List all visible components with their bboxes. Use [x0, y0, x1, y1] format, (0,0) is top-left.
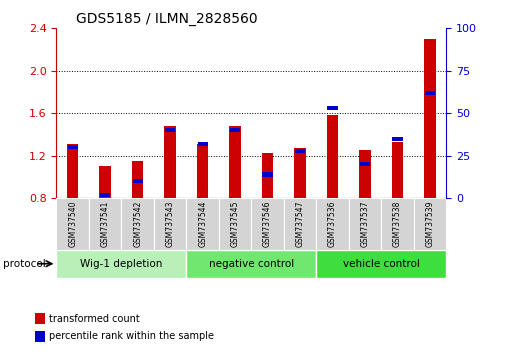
- Bar: [294, 148, 306, 198]
- Text: GSM737536: GSM737536: [328, 201, 337, 247]
- Bar: [229, 126, 241, 198]
- Bar: [424, 39, 436, 198]
- Bar: [284, 198, 317, 250]
- Bar: [414, 198, 446, 250]
- Text: Wig-1 depletion: Wig-1 depletion: [80, 259, 163, 269]
- Bar: [122, 198, 154, 250]
- Bar: [154, 198, 186, 250]
- Bar: [392, 137, 403, 141]
- Text: GSM737544: GSM737544: [198, 201, 207, 247]
- Text: GSM737546: GSM737546: [263, 201, 272, 247]
- Bar: [349, 198, 381, 250]
- Bar: [68, 145, 78, 149]
- Bar: [360, 150, 371, 198]
- Text: GSM737537: GSM737537: [361, 201, 369, 247]
- Bar: [35, 331, 46, 342]
- Text: vehicle control: vehicle control: [343, 259, 420, 269]
- Bar: [262, 153, 273, 198]
- Bar: [198, 142, 208, 146]
- Text: GSM737540: GSM737540: [68, 201, 77, 247]
- Text: GDS5185 / ILMN_2828560: GDS5185 / ILMN_2828560: [76, 12, 258, 26]
- Text: protocol: protocol: [3, 259, 45, 269]
- Bar: [317, 198, 349, 250]
- Text: GSM737539: GSM737539: [426, 201, 435, 247]
- Bar: [263, 172, 273, 177]
- Bar: [89, 198, 122, 250]
- Bar: [165, 126, 176, 198]
- Bar: [381, 198, 414, 250]
- Bar: [56, 250, 186, 278]
- Bar: [186, 198, 219, 250]
- Bar: [132, 161, 143, 198]
- Bar: [197, 144, 208, 198]
- Text: GSM737538: GSM737538: [393, 201, 402, 247]
- Bar: [219, 198, 251, 250]
- Bar: [317, 250, 446, 278]
- Text: GSM737547: GSM737547: [295, 201, 305, 247]
- Text: GSM737542: GSM737542: [133, 201, 142, 247]
- Text: transformed count: transformed count: [49, 314, 140, 324]
- Bar: [35, 313, 46, 324]
- Bar: [251, 198, 284, 250]
- Bar: [327, 106, 338, 110]
- Bar: [425, 91, 435, 95]
- Bar: [132, 179, 143, 183]
- Bar: [100, 193, 110, 197]
- Bar: [56, 198, 89, 250]
- Bar: [67, 144, 78, 198]
- Bar: [186, 250, 317, 278]
- Text: negative control: negative control: [209, 259, 294, 269]
- Bar: [100, 166, 111, 198]
- Bar: [165, 128, 175, 132]
- Bar: [392, 142, 403, 198]
- Text: GSM737545: GSM737545: [231, 201, 240, 247]
- Bar: [360, 162, 370, 166]
- Text: GSM737543: GSM737543: [166, 201, 174, 247]
- Bar: [295, 149, 305, 153]
- Text: GSM737541: GSM737541: [101, 201, 110, 247]
- Bar: [327, 115, 338, 198]
- Text: percentile rank within the sample: percentile rank within the sample: [49, 331, 214, 341]
- Bar: [230, 128, 240, 132]
